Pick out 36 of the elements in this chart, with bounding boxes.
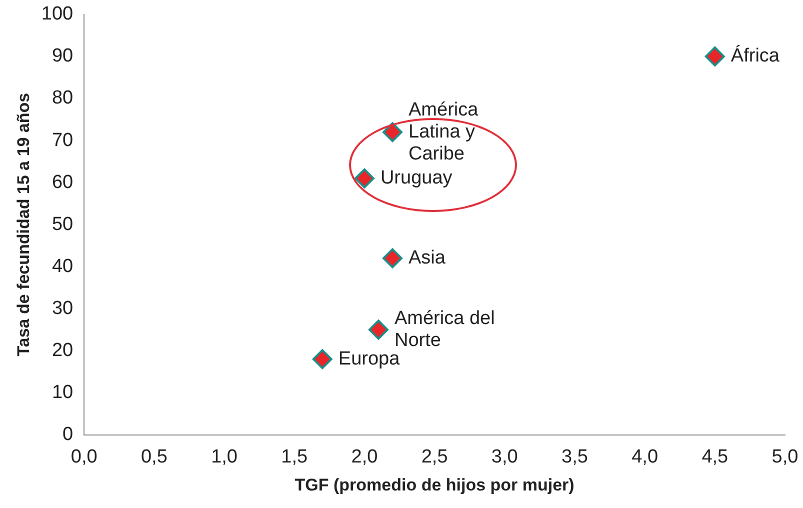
x-tick-label: 1,5 <box>281 446 308 468</box>
y-tick-label: 0 <box>62 424 74 446</box>
point <box>354 168 374 188</box>
x-axis-title: TGF (promedio de hijos por mujer) <box>294 475 574 494</box>
point <box>704 46 725 66</box>
y-tick-label: 40 <box>52 256 74 277</box>
x-tick-label: 2,5 <box>421 446 448 468</box>
point <box>368 320 388 340</box>
x-tick-label: 5,0 <box>772 446 798 468</box>
y-tick-label: 80 <box>52 88 74 109</box>
y-tick-label: 50 <box>52 214 74 235</box>
y-tick-label: 20 <box>52 340 74 361</box>
y-tick-label: 60 <box>52 172 74 193</box>
point <box>382 122 402 142</box>
y-tick-label: 100 <box>41 4 74 25</box>
y-axis-title: Tasa de fecundidad 15 a 19 años <box>14 92 33 356</box>
annotation: América Latina y Caribe <box>408 99 479 164</box>
x-tick-label: 4,5 <box>702 446 728 468</box>
x-tick-label: 0,0 <box>70 446 98 468</box>
annotation: América del Norte <box>394 308 495 351</box>
x-tick-label: 4,0 <box>632 446 658 468</box>
annotation: Europa <box>338 348 400 370</box>
annotation: Uruguay <box>380 168 453 189</box>
y-tick-label: 10 <box>52 382 74 403</box>
y-tick-label: 70 <box>52 130 74 151</box>
x-tick-label: 0,5 <box>140 446 168 468</box>
annotation: África <box>730 44 780 67</box>
x-tick-label: 3,0 <box>491 446 518 468</box>
x-tick-label: 3,5 <box>562 446 588 468</box>
annotation: Asia <box>408 247 446 268</box>
point <box>382 248 402 268</box>
x-tick-label: 2,0 <box>351 446 378 468</box>
point <box>312 349 332 370</box>
y-tick-label: 90 <box>52 46 74 67</box>
y-tick-label: 30 <box>52 298 74 319</box>
x-tick-label: 1,0 <box>211 446 238 468</box>
